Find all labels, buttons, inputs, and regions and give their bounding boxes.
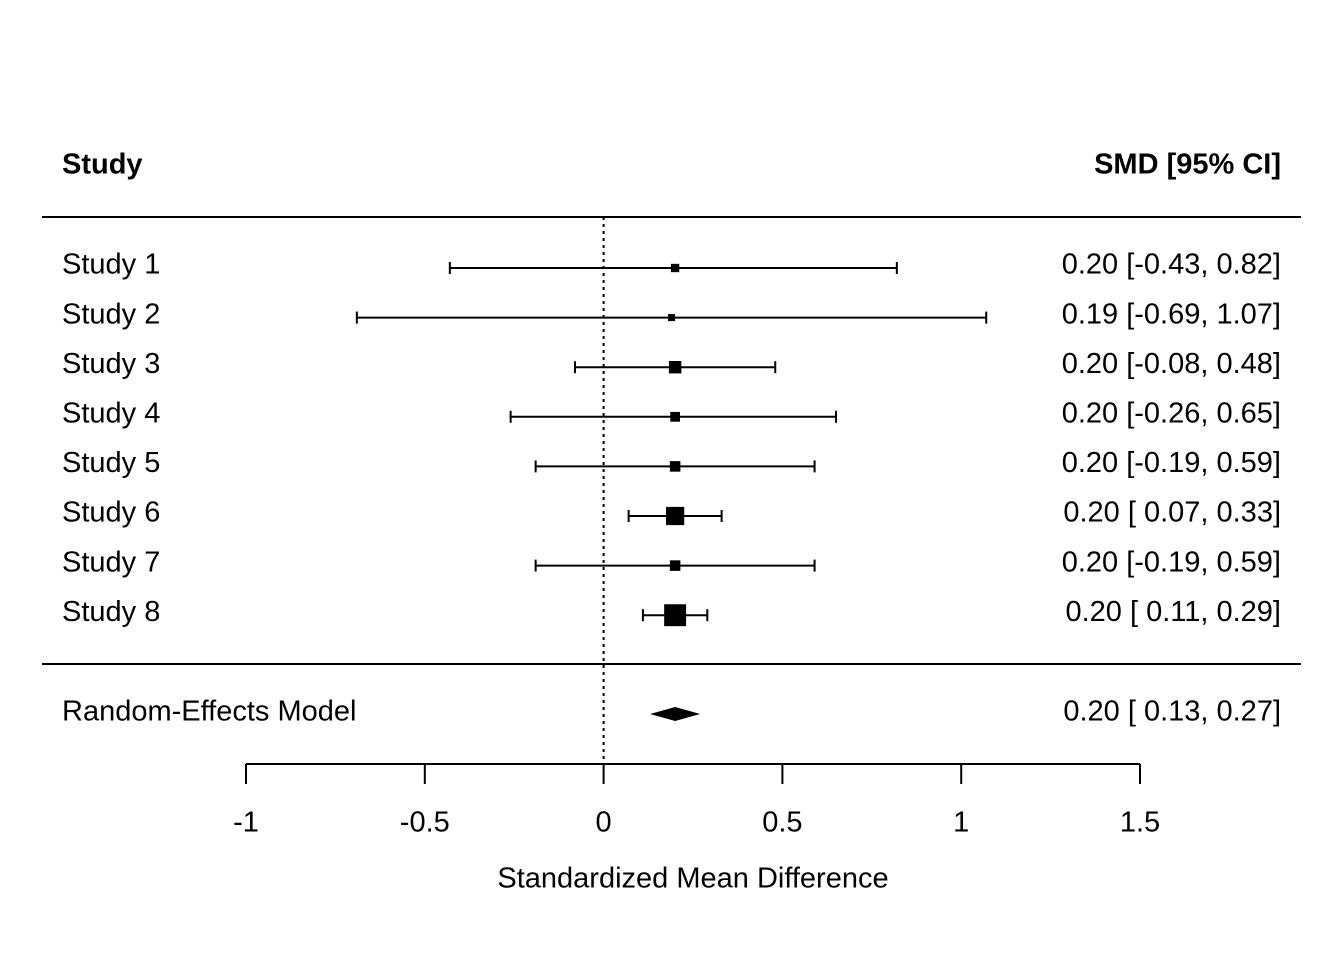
study-value-label: 0.20 [ 0.07, 0.33] [1063, 497, 1281, 529]
x-tick-label: 0.5 [762, 807, 802, 839]
x-tick-label: 1 [953, 807, 969, 839]
study-label: Study 3 [62, 348, 160, 380]
study-label: Study 6 [62, 497, 160, 529]
study-value-label: 0.20 [-0.08, 0.48] [1062, 348, 1281, 380]
point-estimate [666, 506, 685, 526]
point-estimate [668, 314, 676, 322]
study-value-label: 0.19 [-0.69, 1.07] [1062, 298, 1281, 330]
study-label: Study 5 [62, 447, 160, 479]
study-value-label: 0.20 [-0.19, 0.59] [1062, 546, 1281, 578]
x-tick-label: 1.5 [1120, 807, 1160, 839]
point-estimate [669, 461, 681, 472]
study-label: Study 2 [62, 298, 160, 330]
column-header: Study [62, 149, 143, 181]
study-label: Study 1 [62, 249, 160, 281]
study-value-label: 0.20 [-0.19, 0.59] [1062, 447, 1281, 479]
study-label: Study 4 [62, 397, 160, 429]
point-estimate [668, 360, 682, 374]
x-tick-label: -1 [233, 807, 259, 839]
summary-diamond [650, 707, 701, 721]
study-value-label: 0.20 [ 0.11, 0.29] [1065, 596, 1281, 628]
x-tick-label: -0.5 [400, 807, 450, 839]
model-label: Random-Effects Model [62, 696, 356, 728]
point-estimate [664, 604, 687, 627]
study-value-label: 0.20 [-0.26, 0.65] [1062, 397, 1281, 429]
study-label: Study 7 [62, 546, 160, 578]
point-estimate [669, 560, 681, 571]
study-label: Study 8 [62, 596, 160, 628]
model-value-label: 0.20 [ 0.13, 0.27] [1063, 696, 1281, 728]
x-axis-label: Standardized Mean Difference [497, 863, 888, 895]
study-value-label: 0.20 [-0.43, 0.82] [1062, 249, 1281, 281]
point-estimate [670, 263, 680, 273]
column-header: SMD [95% CI] [1094, 149, 1281, 181]
point-estimate [670, 411, 680, 422]
x-tick-label: 0 [596, 807, 612, 839]
